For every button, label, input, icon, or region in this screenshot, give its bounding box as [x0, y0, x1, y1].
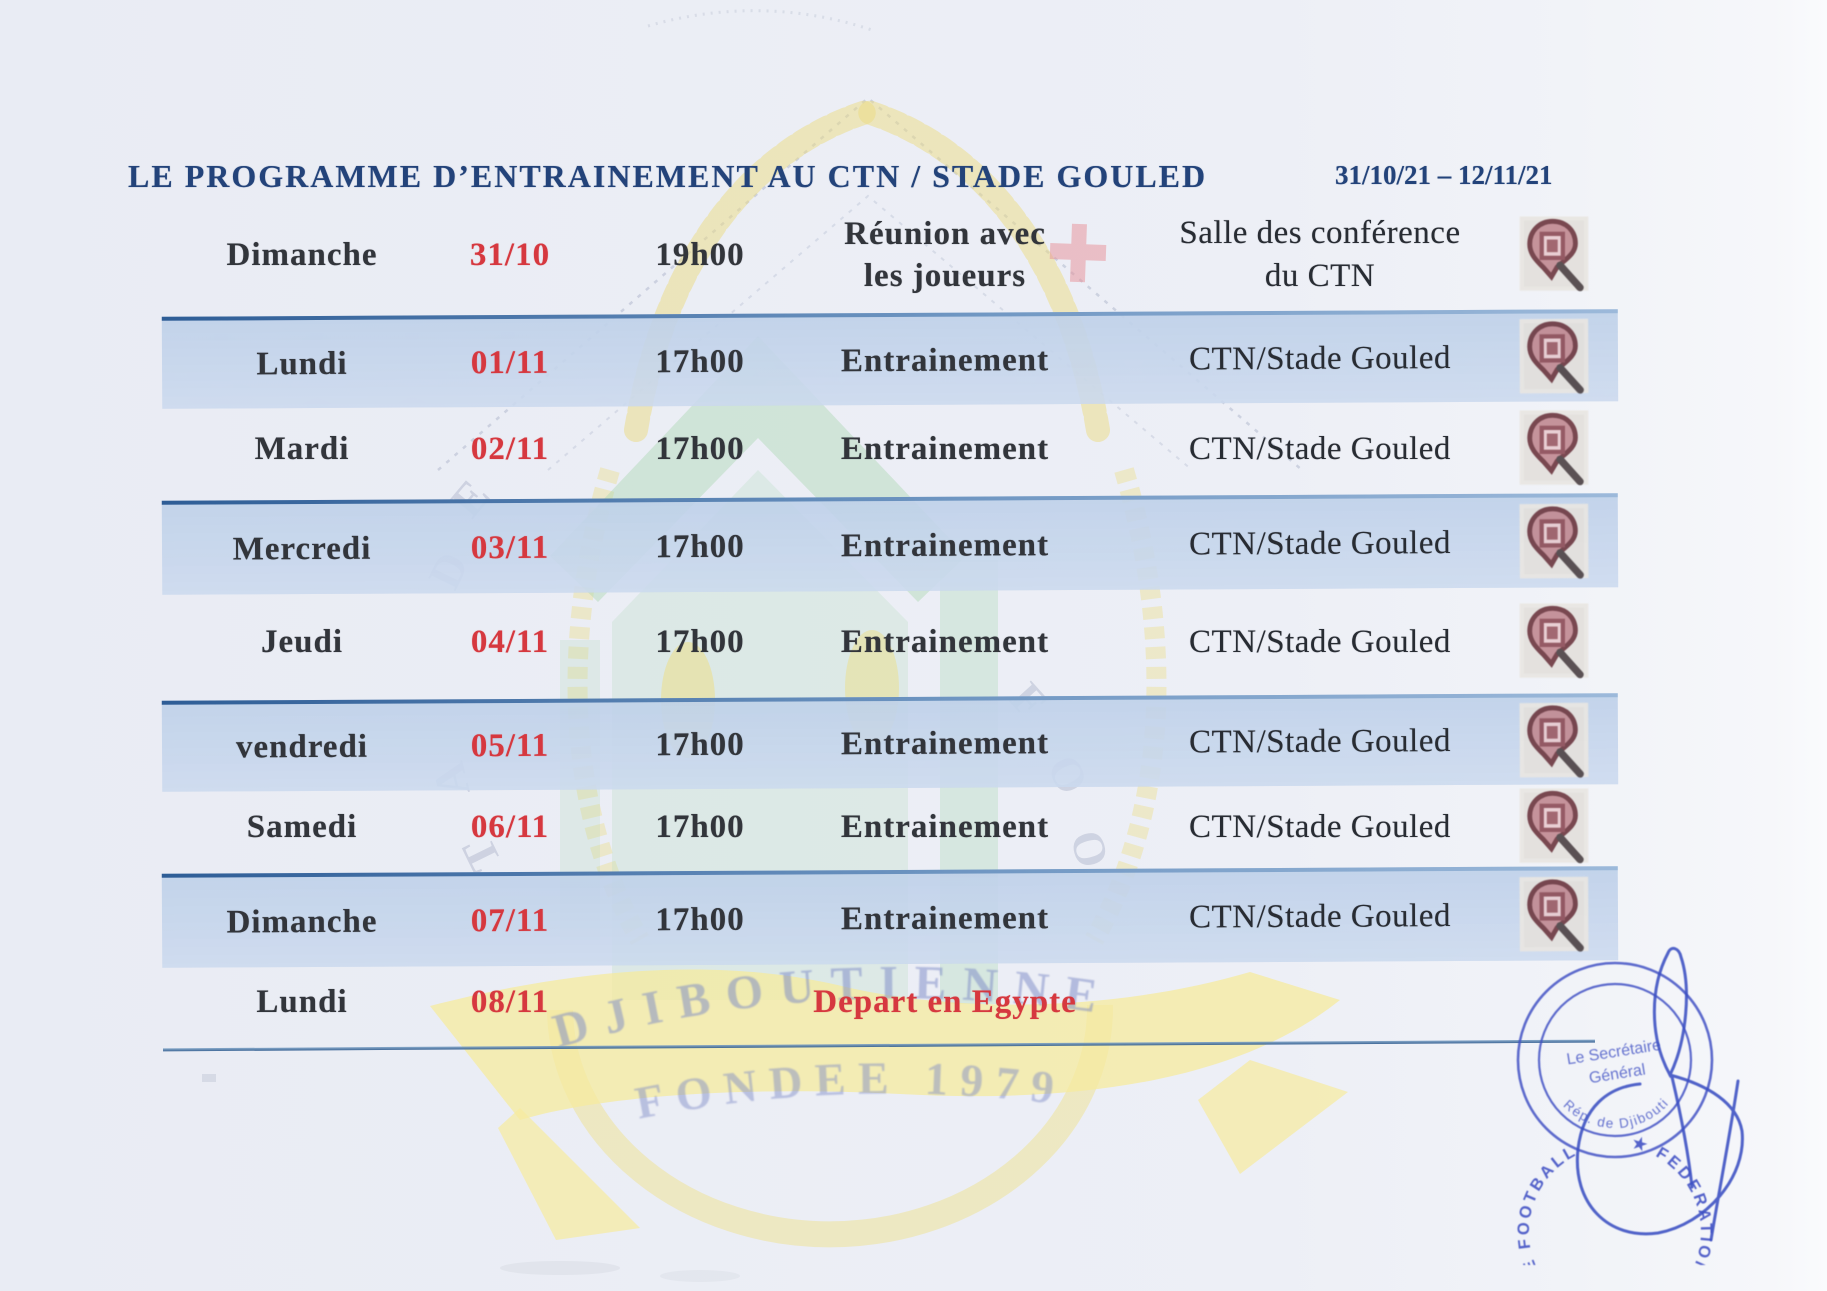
table-row-highlighted: vendredi 05/11 17h00 Entrainement CTN/St… — [161, 693, 1619, 792]
day-cell: Dimanche — [226, 903, 378, 940]
day-cell: Mercredi — [232, 530, 372, 567]
date-cell: 02/11 — [470, 430, 550, 467]
activity-cell: Entrainement — [840, 527, 1050, 565]
table-row: Samedi 06/11 17h00 Entrainement CTN/Stad… — [162, 784, 1618, 870]
date-cell: 06/11 — [470, 808, 550, 845]
activity-cell: Entrainement — [840, 900, 1050, 938]
day-cell: vendredi — [235, 728, 369, 766]
location-cell: CTN/Stade Gouled — [1188, 339, 1452, 377]
table-row-highlighted: Mercredi 03/11 17h00 Entrainement CTN/St… — [161, 493, 1619, 595]
day-cell: Lundi — [256, 984, 348, 1020]
time-cell: 17h00 — [655, 901, 745, 938]
table-row: Mardi 02/11 17h00 Entrainement CTN/Stade… — [162, 401, 1618, 497]
location-cell: CTN/Stade Gouled — [1189, 808, 1451, 845]
table-row: Dimanche 31/10 19h00 Réunion avec les jo… — [162, 198, 1618, 312]
table-row: Jeudi 04/11 17h00 Entrainement CTN/Stade… — [162, 587, 1618, 697]
scan-smudge — [660, 1270, 740, 1282]
activity-cell: Entrainement — [840, 623, 1050, 660]
ribbon-tail-right — [1198, 1060, 1348, 1174]
ribbon-tail-left — [498, 1108, 640, 1240]
time-cell: 17h00 — [655, 430, 745, 467]
day-cell: Samedi — [246, 808, 358, 845]
location-cell: CTN/Stade Gouled — [1188, 524, 1452, 562]
date-cell: 07/11 — [470, 902, 550, 939]
location-pin-icon — [1514, 198, 1594, 312]
activity-cell: Entrainement — [840, 725, 1050, 763]
time-cell: 17h00 — [655, 623, 745, 660]
location-cell: CTN/Stade Gouled — [1189, 430, 1451, 467]
day-cell: Mardi — [254, 430, 350, 467]
activity-line2: les joueurs — [863, 258, 1027, 294]
location-pin-icon — [1514, 784, 1594, 870]
time-cell: 17h00 — [655, 726, 745, 764]
location-pin-icon — [1514, 870, 1594, 960]
activity-line1: Réunion avec — [844, 215, 1046, 252]
time-cell: 17h00 — [655, 528, 745, 565]
stamp-ring-text: ★ FEDERATION DJIBOUTIENNE DE FOOTBALL — [1515, 1134, 1715, 1265]
time-cell: 19h00 — [655, 236, 745, 273]
activity-cell: Entrainement — [840, 808, 1050, 845]
date-cell: 01/11 — [470, 344, 550, 381]
date-range: 31/10/21 – 12/11/21 — [1335, 160, 1553, 190]
date-cell: 03/11 — [470, 529, 550, 566]
day-cell: Lundi — [256, 345, 348, 382]
location-pin-icon — [1514, 587, 1594, 697]
scan-smudge — [500, 1261, 620, 1275]
activity-cell: Entrainement — [840, 430, 1050, 467]
location-pin-icon — [1514, 401, 1594, 497]
day-cell: Jeudi — [260, 623, 344, 660]
location-cell: CTN/Stade Gouled — [1188, 723, 1452, 761]
location-pin-icon — [1514, 697, 1594, 784]
location-cell: CTN/Stade Gouled — [1188, 897, 1452, 935]
table-row: Lundi 08/11 Depart en Egypte — [162, 960, 1618, 1045]
activity-cell: Réunion avec les joueurs — [790, 198, 1100, 312]
stamp-center-line2: Général — [1588, 1061, 1647, 1087]
ribbon-founded-text: FONDEE 1979 — [631, 1052, 1068, 1128]
table-row-highlighted: Lundi 01/11 17h00 Entrainement CTN/Stade… — [161, 309, 1619, 409]
scan-scratch — [647, 9, 873, 32]
location-line2: du CTN — [1264, 258, 1376, 294]
location-line1: Salle des conférence — [1179, 215, 1461, 252]
activity-cell: Entrainement — [840, 342, 1050, 380]
time-cell: 17h00 — [655, 343, 745, 380]
scan-speck — [202, 1074, 216, 1082]
activity-cell: Depart en Egypte — [813, 984, 1077, 1021]
stamp-bottom-text: Rép. de Djibouti — [1561, 1095, 1672, 1131]
location-pin-icon — [1514, 497, 1594, 587]
location-pin-icon — [1514, 313, 1594, 401]
date-cell: 05/11 — [470, 727, 550, 765]
location-cell: CTN/Stade Gouled — [1189, 623, 1451, 660]
location-cell: Salle des conférence du CTN — [1130, 198, 1510, 312]
date-cell: 31/10 — [469, 236, 551, 273]
day-cell: Dimanche — [226, 236, 378, 273]
time-cell: 17h00 — [655, 808, 745, 845]
table-row-highlighted: Dimanche 07/11 17h00 Entrainement CTN/St… — [161, 866, 1619, 968]
date-cell: 08/11 — [470, 984, 550, 1020]
page-title: LE PROGRAMME D’ENTRAINEMENT AU CTN / STA… — [128, 158, 1208, 194]
date-cell: 04/11 — [470, 623, 550, 660]
